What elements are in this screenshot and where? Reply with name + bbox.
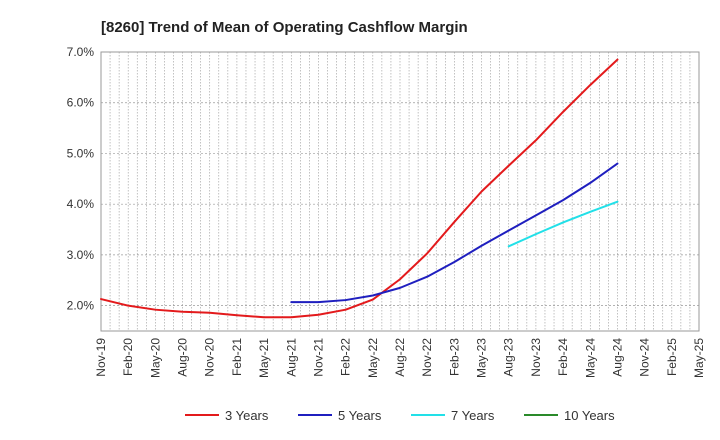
legend: 3 Years 5 Years 7 Years 10 Years: [185, 408, 615, 423]
x-tick-label: Aug-24: [610, 338, 624, 377]
x-tick-label: May-22: [366, 338, 380, 378]
y-axis-tick-labels: 2.0% 3.0% 4.0% 5.0% 6.0% 7.0%: [67, 45, 95, 313]
y-tick-label: 4.0%: [67, 197, 95, 211]
chart-title: [8260] Trend of Mean of Operating Cashfl…: [101, 19, 468, 36]
legend-label: 5 Years: [338, 408, 382, 423]
x-tick-label: May-20: [148, 338, 162, 378]
x-tick-label: Nov-22: [420, 338, 434, 377]
series-line-5-years: [290, 162, 619, 304]
x-axis-tick-labels: Nov-19 Feb-20 May-20 Aug-20 Nov-20 Feb-21 May-…: [94, 338, 706, 378]
x-tick-label: Feb-24: [556, 338, 570, 376]
y-tick-label: 6.0%: [67, 96, 95, 110]
x-tick-label: May-24: [583, 338, 597, 378]
x-tick-label: Aug-21: [284, 338, 298, 377]
x-tick-label: May-25: [692, 338, 706, 378]
x-tick-label: Nov-20: [203, 338, 217, 377]
x-tick-label: Feb-23: [447, 338, 461, 376]
x-tick-label: Feb-22: [339, 338, 353, 376]
x-tick-label: Feb-25: [665, 338, 679, 376]
legend-label: 7 Years: [451, 408, 495, 423]
series-lines: [100, 58, 619, 319]
x-tick-label: May-23: [475, 338, 489, 378]
series-line-3-years: [100, 58, 619, 319]
vertical-gridlines: [109, 52, 691, 331]
x-tick-label: Nov-21: [311, 338, 325, 377]
x-tick-label: Aug-23: [502, 338, 516, 377]
y-tick-label: 2.0%: [67, 299, 95, 313]
x-tick-label: Nov-24: [638, 338, 652, 377]
x-tick-label: Aug-22: [393, 338, 407, 377]
x-tick-label: Nov-23: [529, 338, 543, 377]
legend-label: 10 Years: [564, 408, 615, 423]
x-tick-label: Feb-21: [230, 338, 244, 376]
x-tick-label: Feb-20: [121, 338, 135, 376]
y-tick-label: 7.0%: [67, 45, 95, 59]
y-tick-label: 3.0%: [67, 248, 95, 262]
series-line-7-years: [507, 200, 619, 248]
x-tick-label: Aug-20: [176, 338, 190, 377]
y-tick-label: 5.0%: [67, 146, 95, 160]
x-tick-label: May-21: [257, 338, 271, 378]
legend-label: 3 Years: [225, 408, 269, 423]
x-tick-label: Nov-19: [94, 338, 108, 377]
